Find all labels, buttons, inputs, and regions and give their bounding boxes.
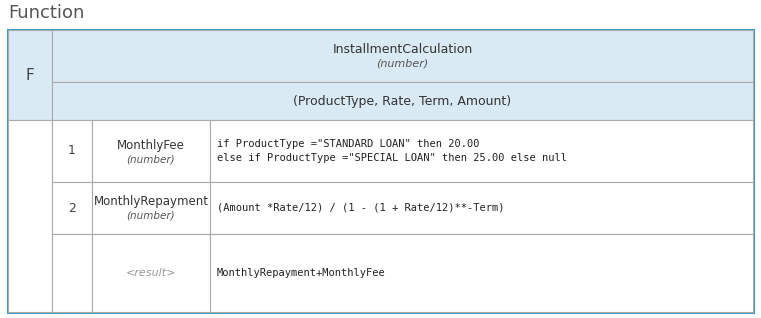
Bar [210,120,753,182]
Bar [92,120,210,182]
Bar [8,30,52,120]
Text: InstallmentCalculation: InstallmentCalculation [333,43,473,56]
Bar [52,30,753,82]
Bar [52,120,92,182]
Text: MonthlyFee: MonthlyFee [117,139,185,151]
Text: F: F [26,67,34,82]
Bar [210,234,753,312]
Bar [52,82,753,120]
Text: MonthlyRepayment+MonthlyFee: MonthlyRepayment+MonthlyFee [217,268,386,278]
Text: 2: 2 [68,202,76,215]
Bar [8,120,52,312]
Text: (Amount *Rate/12) / (1 - (1 + Rate/12)**-Term): (Amount *Rate/12) / (1 - (1 + Rate/12)**… [217,203,505,213]
Text: if ProductType ="STANDARD LOAN" then 20.00
else if ProductType ="SPECIAL LOAN" t: if ProductType ="STANDARD LOAN" then 20.… [217,139,567,163]
Bar [92,234,210,312]
Text: Function: Function [8,4,84,22]
Bar [52,182,92,234]
Text: (ProductType, Rate, Term, Amount): (ProductType, Rate, Term, Amount) [294,94,511,107]
Text: <result>: <result> [126,268,177,278]
Bar [210,182,753,234]
Text: 1: 1 [68,144,76,157]
Bar [52,234,92,312]
Text: MonthlyRepayment: MonthlyRepayment [94,196,209,209]
Bar [92,182,210,234]
Bar [8,30,753,312]
Text: (number): (number) [126,154,175,164]
Text: (number): (number) [126,211,175,221]
Text: (number): (number) [377,59,428,69]
